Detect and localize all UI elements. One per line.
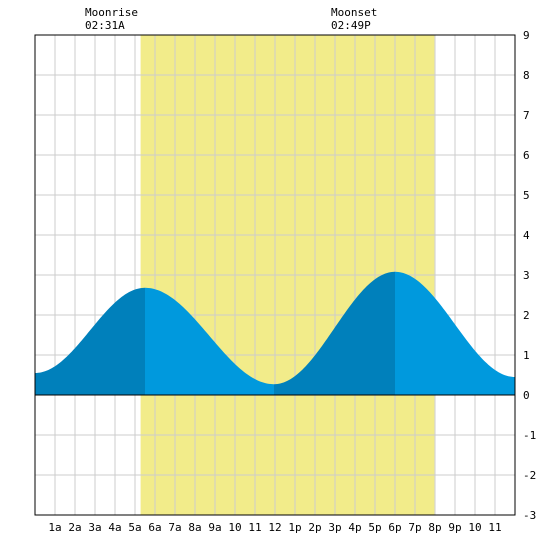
x-tick-label: 8p [428, 521, 441, 534]
x-tick-label: 9p [448, 521, 461, 534]
y-tick-label: -2 [523, 469, 536, 482]
x-tick-label: 4p [348, 521, 361, 534]
x-tick-label: 4a [108, 521, 121, 534]
x-tick-label: 10 [228, 521, 241, 534]
tide-area-falling [395, 271, 515, 395]
moonrise-time: 02:31A [85, 19, 125, 32]
y-tick-label: 1 [523, 349, 530, 362]
y-tick-label: 9 [523, 29, 530, 42]
x-tick-label: 7p [408, 521, 421, 534]
x-tick-label: 5a [128, 521, 141, 534]
moonset-label: Moonset [331, 6, 377, 19]
x-tick-label: 11 [248, 521, 261, 534]
x-tick-label: 6a [148, 521, 161, 534]
y-tick-label: 6 [523, 149, 530, 162]
x-tick-label: 1p [288, 521, 301, 534]
y-tick-label: -1 [523, 429, 536, 442]
y-tick-label: 5 [523, 189, 530, 202]
y-tick-label: 3 [523, 269, 530, 282]
x-tick-label: 10 [468, 521, 481, 534]
x-tick-label: 2p [308, 521, 321, 534]
x-tick-label: 7a [168, 521, 181, 534]
moonrise-label: Moonrise [85, 6, 138, 19]
y-tick-label: 7 [523, 109, 530, 122]
x-tick-label: 5p [368, 521, 381, 534]
x-tick-label: 6p [388, 521, 401, 534]
x-tick-label: 9a [208, 521, 221, 534]
y-tick-label: 4 [523, 229, 530, 242]
tide-area-rising [274, 271, 395, 395]
moonset-time: 02:49P [331, 19, 371, 32]
x-tick-label: 11 [488, 521, 501, 534]
y-tick-label: 8 [523, 69, 530, 82]
x-tick-label: 3p [328, 521, 341, 534]
x-tick-label: 1a [48, 521, 61, 534]
x-tick-label: 8a [188, 521, 201, 534]
tide-area-rising [35, 287, 145, 395]
x-tick-label: 12 [268, 521, 281, 534]
y-tick-label: 0 [523, 389, 530, 402]
y-tick-label: 2 [523, 309, 530, 322]
y-tick-label: -3 [523, 509, 536, 522]
x-tick-label: 3a [88, 521, 101, 534]
x-tick-label: 2a [68, 521, 81, 534]
tide-area-falling [145, 287, 274, 395]
plot-border [34, 34, 516, 516]
